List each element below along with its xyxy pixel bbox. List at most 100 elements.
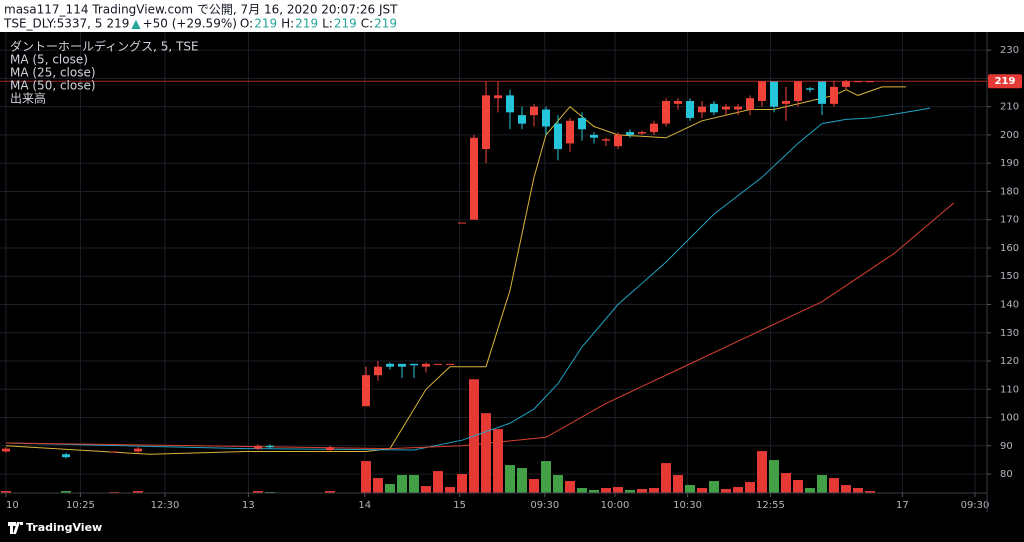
header-text: H: bbox=[281, 17, 294, 31]
candle-body bbox=[326, 447, 334, 451]
candle-body bbox=[434, 363, 442, 365]
volume-bar bbox=[529, 479, 539, 493]
candle-body bbox=[602, 139, 610, 141]
candle-body bbox=[638, 132, 646, 134]
last-price-label: 219 bbox=[995, 76, 1016, 87]
y-tick-label: 160 bbox=[1000, 243, 1019, 254]
volume-bar bbox=[757, 451, 767, 493]
volume-bar bbox=[565, 481, 575, 493]
volume-bar bbox=[637, 489, 647, 493]
volume-bar bbox=[457, 474, 467, 493]
candle-body bbox=[542, 109, 550, 127]
legend-entry: MA (25, close) bbox=[10, 66, 96, 80]
x-tick-label: 12:55 bbox=[756, 500, 785, 511]
y-tick-label: 200 bbox=[1000, 130, 1019, 141]
candle-body bbox=[518, 115, 526, 124]
x-tick-label: 12:30 bbox=[151, 500, 180, 511]
candle-body bbox=[110, 451, 118, 453]
candle-body bbox=[2, 448, 10, 452]
candle-body bbox=[818, 81, 826, 104]
candle-body bbox=[806, 88, 814, 90]
header-text: 219 bbox=[106, 17, 129, 31]
candle-body bbox=[266, 445, 274, 448]
volume-bar bbox=[709, 481, 719, 493]
y-tick-label: 120 bbox=[1000, 356, 1019, 367]
volume-bar bbox=[661, 463, 671, 493]
volume-bar bbox=[649, 488, 659, 493]
candle-body bbox=[470, 137, 478, 220]
volume-bar bbox=[325, 491, 335, 493]
volume-bar bbox=[385, 484, 395, 493]
header-text: 219 bbox=[334, 17, 357, 31]
volume-bar bbox=[133, 491, 143, 493]
volume-bar bbox=[625, 490, 635, 493]
volume-bar bbox=[589, 490, 599, 493]
volume-bar bbox=[421, 486, 431, 493]
header-text: +50 (+29.59%) bbox=[143, 17, 237, 31]
y-tick-label: 100 bbox=[1000, 413, 1019, 424]
volume-bar bbox=[841, 485, 851, 493]
legend-entry: MA (50, close) bbox=[10, 79, 96, 93]
candle-body bbox=[722, 106, 730, 110]
volume-bar bbox=[613, 487, 623, 493]
candle-body bbox=[410, 363, 418, 366]
candle-body bbox=[662, 101, 670, 124]
footer-logo: TradingView bbox=[8, 521, 102, 534]
candle-body bbox=[482, 95, 490, 150]
volume-bar bbox=[817, 475, 827, 493]
x-tick-label: 09:30 bbox=[961, 500, 990, 511]
volume-bar bbox=[793, 480, 803, 493]
candle-body bbox=[422, 363, 430, 367]
volume-bar bbox=[769, 460, 779, 493]
candle-body bbox=[566, 120, 574, 144]
header-text: 219 bbox=[374, 17, 397, 31]
volume-bar bbox=[577, 488, 587, 493]
y-tick-label: 180 bbox=[1000, 186, 1019, 197]
x-tick-label: 10 bbox=[6, 500, 19, 511]
x-tick-label: 10:25 bbox=[66, 500, 95, 511]
candle-body bbox=[770, 81, 778, 107]
candle-body bbox=[746, 98, 754, 110]
volume-bar bbox=[853, 488, 863, 493]
y-tick-label: 150 bbox=[1000, 271, 1019, 282]
candle-body bbox=[758, 81, 766, 102]
y-tick-label: 90 bbox=[1000, 441, 1013, 452]
x-tick-label: 13 bbox=[242, 500, 255, 511]
x-tick-label: 10:00 bbox=[601, 500, 630, 511]
candle-body bbox=[578, 117, 586, 130]
header-text: C: bbox=[361, 17, 373, 31]
x-tick-label: 15 bbox=[453, 500, 466, 511]
y-tick-label: 230 bbox=[1000, 45, 1019, 56]
ma-line bbox=[5, 107, 931, 451]
volume-bar bbox=[697, 488, 707, 493]
candle-layer bbox=[2, 79, 874, 459]
volume-bar bbox=[517, 468, 527, 493]
volume-bar bbox=[685, 485, 695, 493]
x-tick-label: 09:30 bbox=[530, 500, 559, 511]
candle-body bbox=[386, 363, 394, 367]
volume-bar bbox=[397, 475, 407, 493]
volume-bar bbox=[361, 461, 371, 493]
y-tick-label: 80 bbox=[1000, 469, 1013, 480]
header: masa117_114 TradingView.com で公開, 7月 16, … bbox=[3, 3, 398, 31]
volume-bar bbox=[733, 487, 743, 493]
volume-bar bbox=[505, 465, 515, 493]
candle-body bbox=[734, 106, 742, 110]
candle-body bbox=[134, 448, 142, 452]
volume-bar bbox=[805, 488, 815, 493]
logo-icon bbox=[8, 522, 23, 534]
volume-bar bbox=[721, 489, 731, 493]
y-tick-label: 130 bbox=[1000, 328, 1019, 339]
header-text: ▲ bbox=[131, 17, 141, 31]
candle-body bbox=[674, 101, 682, 104]
volume-bar bbox=[601, 488, 611, 493]
candle-body bbox=[842, 81, 850, 87]
volume-bar bbox=[541, 461, 551, 493]
x-tick-label: 17 bbox=[896, 500, 909, 511]
header-text: O: bbox=[240, 17, 253, 31]
volume-bar bbox=[61, 491, 71, 493]
volume-bar bbox=[433, 471, 443, 493]
header-text: 219 bbox=[295, 17, 318, 31]
